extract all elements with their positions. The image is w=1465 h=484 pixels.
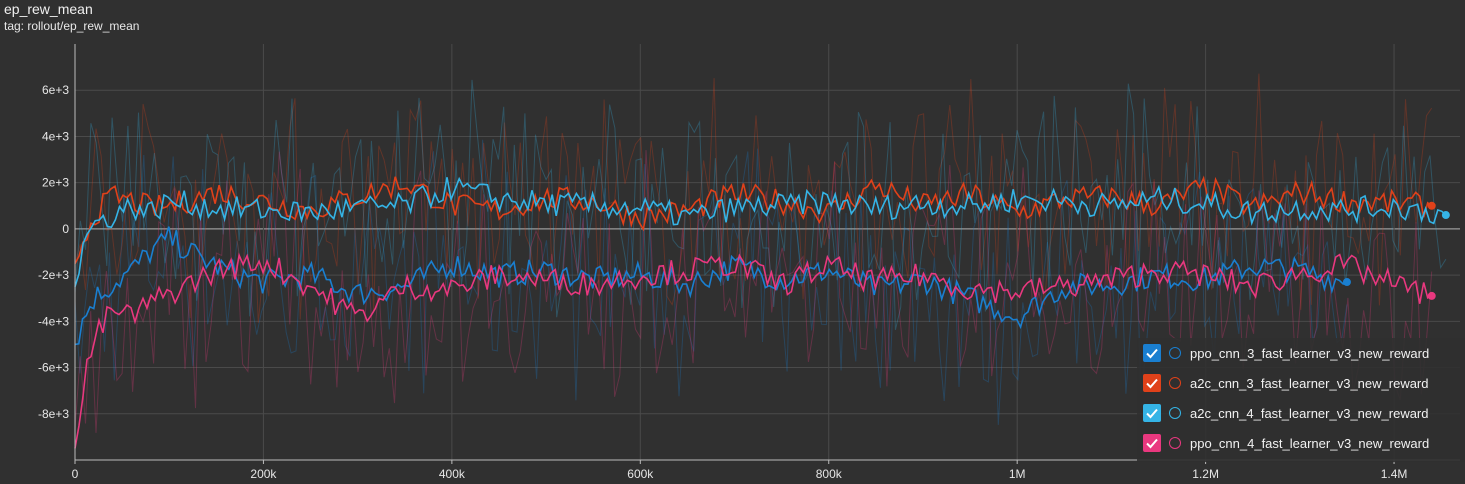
y-tick-label-1: 4e+3	[42, 129, 69, 143]
y-tick-label-4: -2e+3	[38, 268, 69, 282]
legend-circle-icon-1	[1169, 377, 1181, 389]
legend-item-1[interactable]: a2c_cnn_3_fast_learner_v3_new_reward	[1143, 372, 1429, 394]
y-tick-label-6: -6e+3	[38, 361, 69, 375]
series-line-1	[74, 175, 1433, 264]
chart-title: ep_rew_mean	[4, 1, 93, 17]
legend-label-1: a2c_cnn_3_fast_learner_v3_new_reward	[1190, 375, 1429, 391]
series-noise-3	[74, 150, 1433, 433]
series-endpoint-2	[1441, 211, 1450, 220]
legend-circle-icon-3	[1169, 437, 1181, 449]
legend-checkbox-0[interactable]	[1143, 344, 1161, 362]
x-tick-label-2: 400k	[439, 467, 466, 481]
y-tick-label-3: 0	[62, 222, 69, 236]
legend-label-0: ppo_cnn_3_fast_learner_v3_new_reward	[1190, 345, 1430, 361]
y-tick-label-0: 6e+3	[42, 83, 69, 97]
x-tick-label-4: 800k	[816, 467, 843, 481]
legend-label-3: ppo_cnn_4_fast_learner_v3_new_reward	[1190, 435, 1430, 451]
y-tick-label-5: -4e+3	[38, 314, 69, 328]
series-noise-2	[74, 79, 1447, 331]
legend-circle-icon-2	[1169, 407, 1181, 419]
legend-checkbox-2[interactable]	[1143, 404, 1161, 422]
y-tick-label-2: 2e+3	[42, 176, 69, 190]
series-endpoint-3	[1427, 291, 1436, 300]
x-tick-label-0: 0	[72, 467, 79, 481]
legend-item-2[interactable]: a2c_cnn_4_fast_learner_v3_new_reward	[1143, 402, 1429, 424]
y-tick-label-7: -8e+3	[38, 407, 69, 421]
series-noise-0	[74, 139, 1348, 425]
series-line-3	[74, 252, 1433, 449]
x-tick-label-5: 1M	[1009, 467, 1026, 481]
legend-checkbox-1[interactable]	[1143, 374, 1161, 392]
series-endpoint-0	[1342, 278, 1351, 287]
x-tick-label-7: 1.4M	[1381, 467, 1408, 481]
x-tick-label-3: 600k	[627, 467, 654, 481]
series-endpoint-1	[1427, 201, 1436, 210]
x-tick-label-1: 200k	[250, 467, 277, 481]
series-noise-1	[74, 73, 1433, 323]
legend-circle-icon-0	[1169, 347, 1181, 359]
legend-item-3[interactable]: ppo_cnn_4_fast_learner_v3_new_reward	[1143, 432, 1429, 454]
chart-legend: ppo_cnn_3_fast_learner_v3_new_reward a2c…	[1137, 338, 1465, 462]
x-tick-label-6: 1.2M	[1192, 467, 1219, 481]
raw-series-noise	[74, 73, 1447, 433]
series-lines	[74, 175, 1450, 449]
legend-label-2: a2c_cnn_4_fast_learner_v3_new_reward	[1190, 405, 1429, 421]
legend-item-0[interactable]: ppo_cnn_3_fast_learner_v3_new_reward	[1143, 342, 1429, 364]
legend-checkbox-3[interactable]	[1143, 434, 1161, 452]
chart-subtitle: tag: rollout/ep_rew_mean	[4, 19, 140, 33]
series-line-2	[74, 176, 1447, 287]
